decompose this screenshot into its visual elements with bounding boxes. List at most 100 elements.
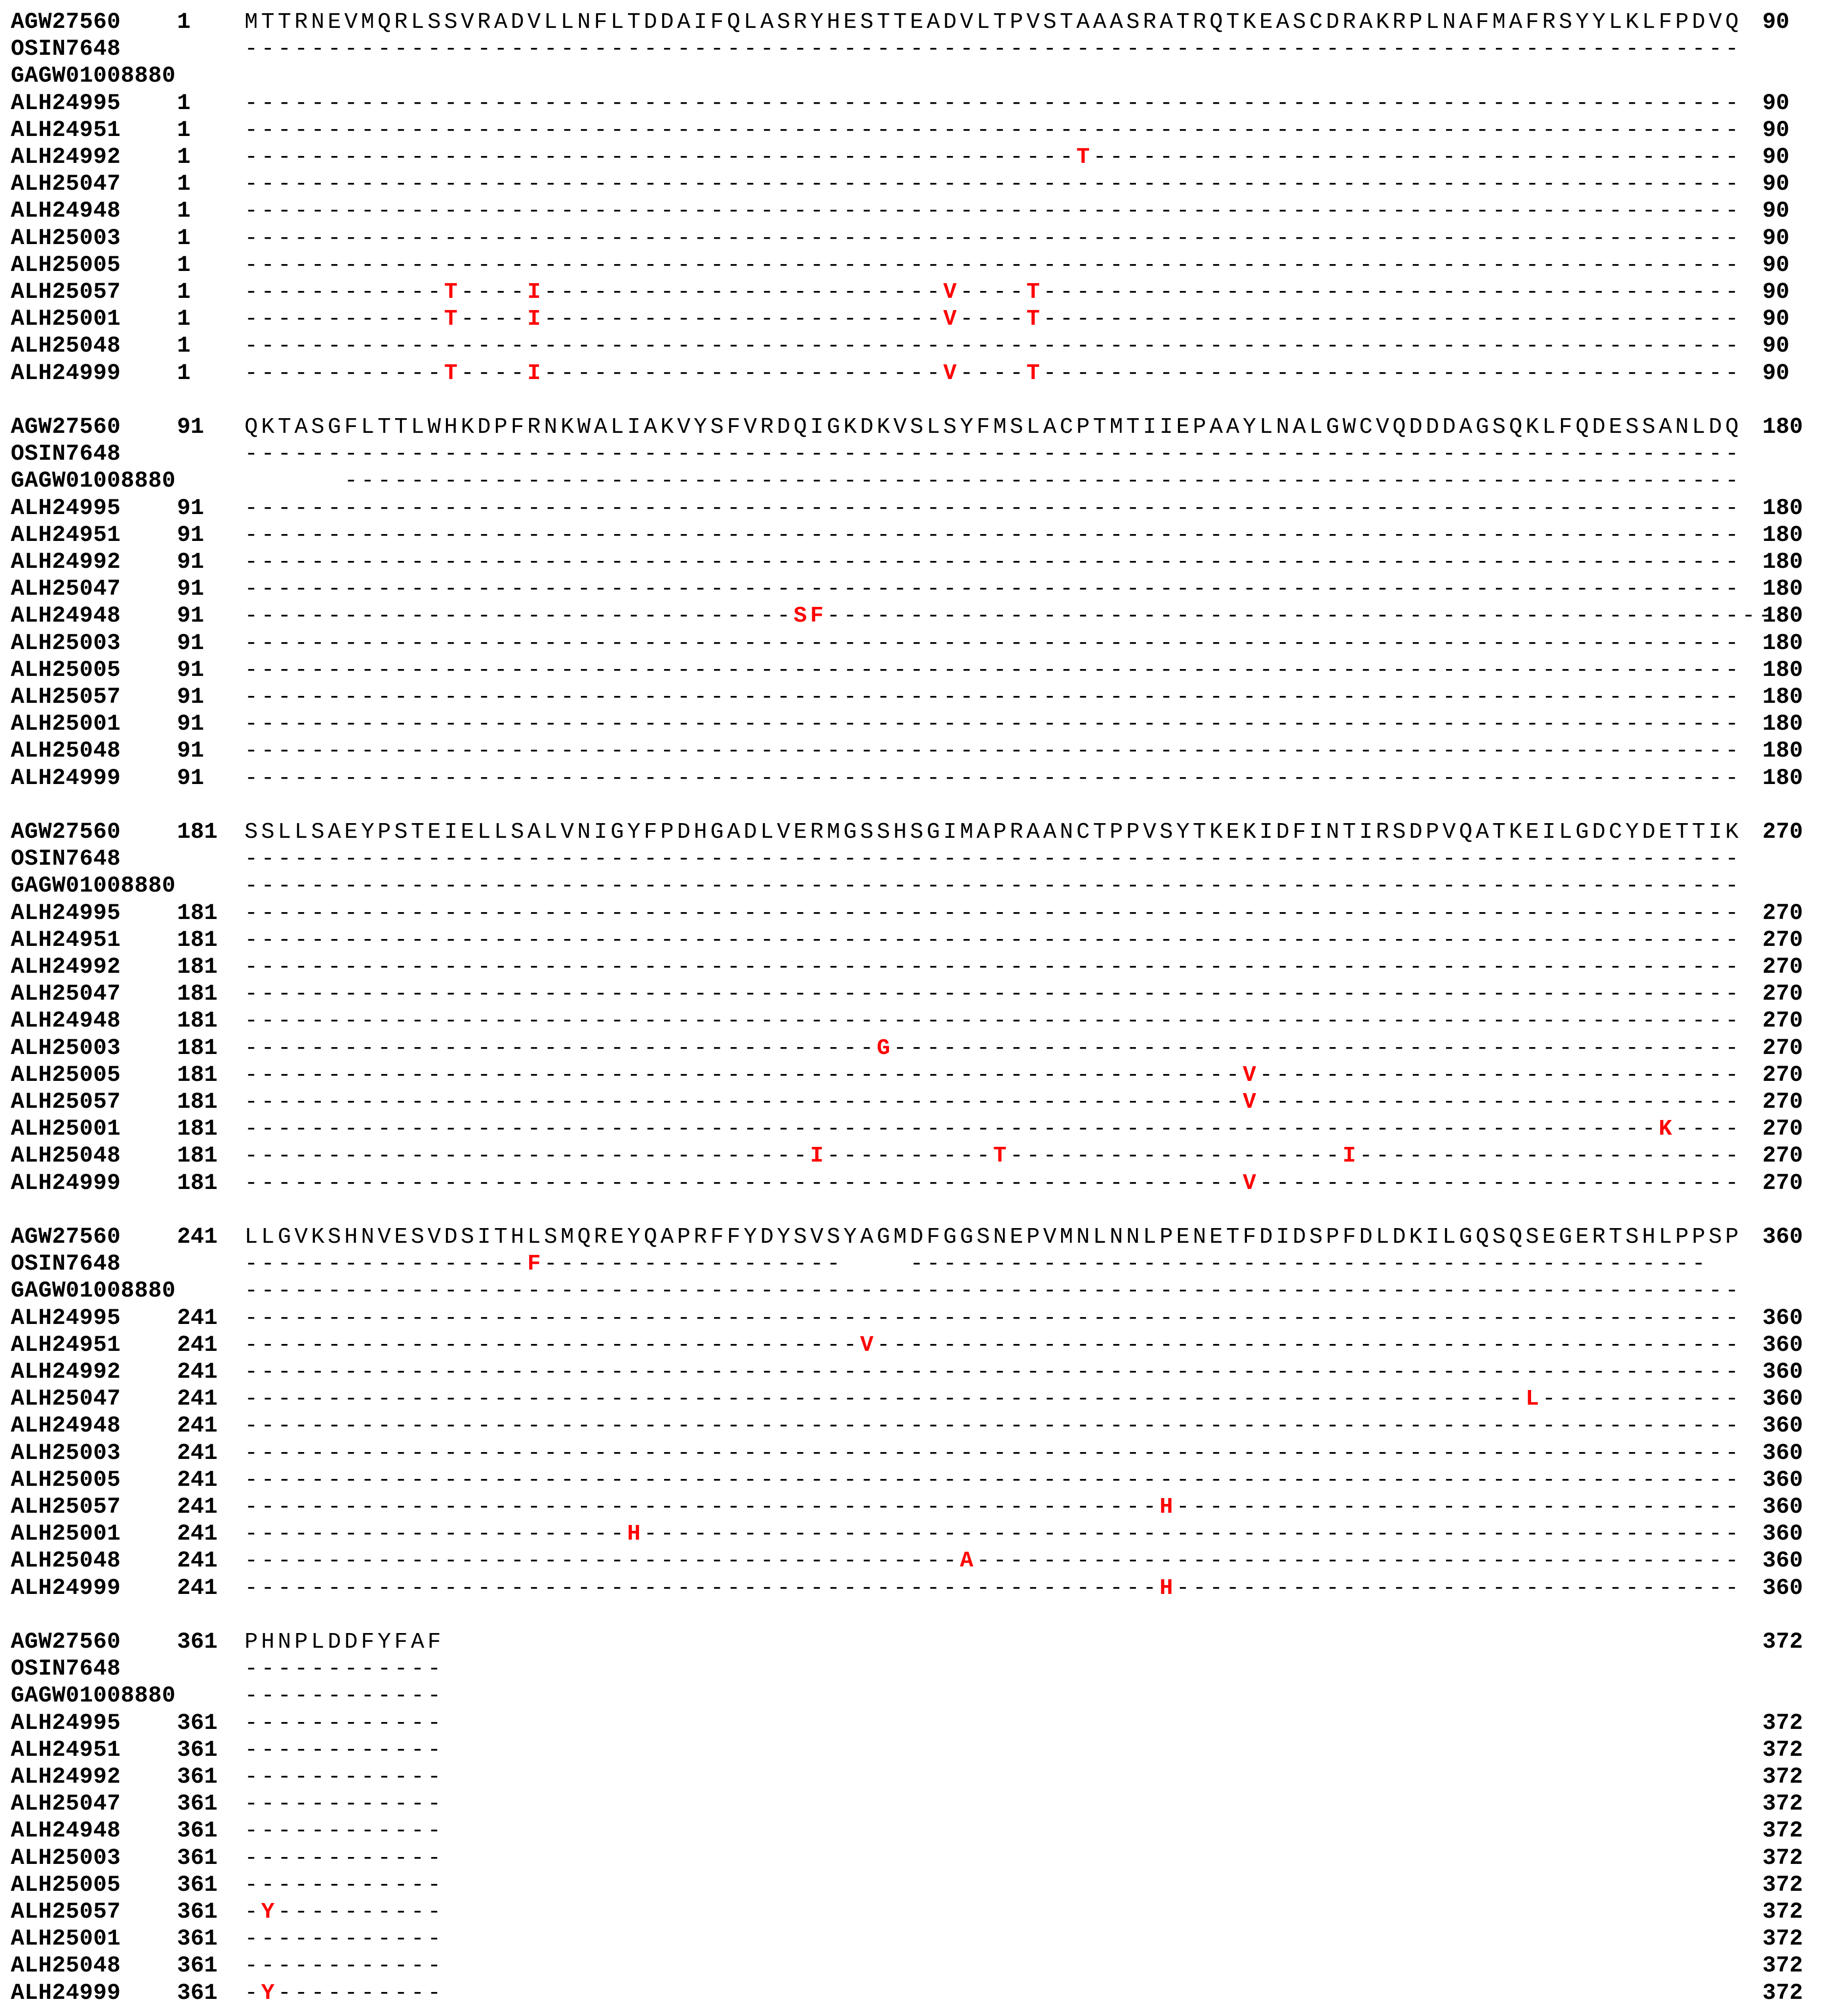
sequence-name: AGW27560 [11,1224,121,1251]
sequence-name: ALH25047 [11,171,121,198]
end-position: 270 [1762,981,1803,1008]
start-position: 181 [177,900,218,927]
sequence-name: AGW27560 [11,9,121,36]
alignment-row: ALH25057 91- - - - - - - - - - - - - - - - - - - - - - - - - - - - - -… [0,684,1825,711]
end-position: 180 [1762,549,1803,576]
sequence-name: ALH25047 [11,981,121,1008]
sequence-name: OSIN7648 [11,1656,121,1682]
sequence-name: ALH24999 [11,360,121,387]
alignment-row: ALH25005 1- - - - - - - - - - - - - - - - - - - - - - - - - - - - - - -… [0,252,1825,279]
alignment-row: ALH24992 1- - - - - - - - - - - - - - - - - - - - - - - - - - - - - - -… [0,144,1825,171]
alignment-row: GAGW01008880- - - - - - - - - - - - - - - - - - - - - - - - - - - -… [0,873,1825,899]
start-position: 241 [177,1521,218,1547]
alignment-row: ALH24999 181- - - - - - - - - - - - - - - - - - - - - - - - - - - - -… [0,1170,1825,1197]
end-position: 90 [1762,306,1789,333]
end-position: 270 [1762,1008,1803,1034]
end-position: 372 [1762,1710,1803,1737]
mutation-residue: V [943,279,957,306]
start-position: 361 [177,1710,218,1737]
alignment-row: ALH25001 1- - - - - - - - - - - - T - - - - I - - - - - - - - - - - - -… [0,306,1825,333]
sequence-name: GAGW01008880 [11,1277,176,1304]
end-position: 360 [1762,1412,1803,1439]
start-position: 361 [177,1629,218,1656]
start-position: 1 [177,171,191,198]
alignment-row: OSIN7648- - - - - - - - - - - - - - - - - - - - - - - - - - - - - - - -… [0,846,1825,873]
sequence-name: GAGW01008880 [11,873,176,899]
end-position: 360 [1762,1494,1803,1521]
mutation-residue: Y [261,1980,274,2007]
end-position: 270 [1762,1035,1803,1062]
alignment-row: AGW27560 91 Q K T A S G F L T T L W H K D P F R N K W A L I A K V Y S F… [0,414,1825,441]
start-position: 361 [177,1899,218,1926]
start-position: 1 [177,9,191,36]
start-position: 241 [177,1440,218,1467]
end-position: 372 [1762,1817,1803,1844]
end-position: 360 [1762,1467,1803,1494]
alignment-row: ALH25048 241- - - - - - - - - - - - - - - - - - - - - - - - - - - - -… [0,1547,1825,1574]
sequence-name: OSIN7648 [11,846,121,873]
end-position: 360 [1762,1224,1803,1251]
sequence-name: ALH24951 [11,522,121,549]
end-position: 372 [1762,1764,1803,1791]
start-position: 361 [177,1737,218,1764]
alignment-row: ALH24992 361- - - - - - - - - - - -372 [0,1764,1825,1791]
sequence-name: ALH25005 [11,1872,121,1899]
start-position: 241 [177,1305,218,1332]
start-position: 361 [177,1845,218,1872]
mutation-residue: H [1159,1575,1173,1602]
alignment-row: ALH25047 181- - - - - - - - - - - - - - - - - - - - - - - - - - - - -… [0,981,1825,1008]
start-position: 91 [177,522,204,549]
start-position: 91 [177,414,204,441]
sequence-name: ALH25005 [11,252,121,279]
start-position: 91 [177,657,204,684]
alignment-row: GAGW01008880 ---------------------------… [0,468,1825,494]
sequence-name: ALH25005 [11,1467,121,1494]
end-position: 180 [1762,414,1803,441]
alignment-row: ALH25047 241- - - - - - - - - - - - - - - - - - - - - - - - - - - - -… [0,1386,1825,1412]
sequence-name: ALH25048 [11,1142,121,1169]
alignment-row: ALH24951 1- - - - - - - - - - - - - - - - - - - - - - - - - - - - - - -… [0,117,1825,144]
sequence-name: OSIN7648 [11,1251,121,1277]
alignment-row: ALH25047 361- - - - - - - - - - - -372 [0,1791,1825,1817]
alignment-row: ALH24948 181- - - - - - - - - - - - - - - - - - - - - - - - - - - - -… [0,1008,1825,1034]
end-position: 360 [1762,1547,1803,1574]
alignment-row: ALH24948 1- - - - - - - - - - - - - - - - - - - - - - - - - - - - - - -… [0,198,1825,224]
alignment-row: ALH25048 361- - - - - - - - - - - -372 [0,1952,1825,1979]
start-position: 181 [177,1089,218,1116]
start-position: 91 [177,711,204,738]
alignment-row: ALH25057 181- - - - - - - - - - - - - - - - - - - - - - - - - - - - -… [0,1089,1825,1116]
sequence-name: ALH24995 [11,900,121,927]
alignment-row: ALH24951 181- - - - - - - - - - - - - - - - - - - - - - - - - - - - -… [0,927,1825,954]
end-position: 180 [1762,711,1803,738]
end-position: 360 [1762,1440,1803,1467]
alignment-row: ALH25003 241- - - - - - - - - - - - - - - - - - - - - - - - - - - - -… [0,1440,1825,1467]
sequence-name: GAGW01008880 [11,1682,176,1709]
end-position: 270 [1762,954,1803,981]
end-position: 372 [1762,1952,1803,1979]
end-position: 270 [1762,900,1803,927]
sequence-name: ALH24992 [11,549,121,576]
mutation-residue: I [1342,1142,1356,1169]
end-position: 270 [1762,1142,1803,1169]
sequence-name: GAGW01008880 [11,63,176,90]
sequence-name: ALH25048 [11,1547,121,1574]
sequence-name: ALH24992 [11,954,121,981]
end-position: 90 [1762,360,1789,387]
sequence-name: ALH24948 [11,1008,121,1034]
alignment-row: ALH24999 361- Y - - - - - - - - - -372 [0,1980,1825,2007]
start-position: 1 [177,90,191,117]
mutation-residue: T [1026,279,1040,306]
sequence-name: ALH25001 [11,306,121,333]
end-position: 90 [1762,144,1789,171]
end-position: 372 [1762,1845,1803,1872]
sequence-name: ALH24951 [11,1737,121,1764]
alignment-row: ALH24992 181- - - - - - - - - - - - - - - - - - - - - - - - - - - - -… [0,954,1825,981]
mutation-residue: I [527,279,540,306]
sequence-name: ALH25001 [11,711,121,738]
end-position: 180 [1762,630,1803,657]
end-position: 270 [1762,1116,1803,1142]
start-position: 361 [177,1980,218,2007]
start-position: 241 [177,1332,218,1359]
mutation-residue: I [527,306,540,333]
start-position: 91 [177,738,204,764]
